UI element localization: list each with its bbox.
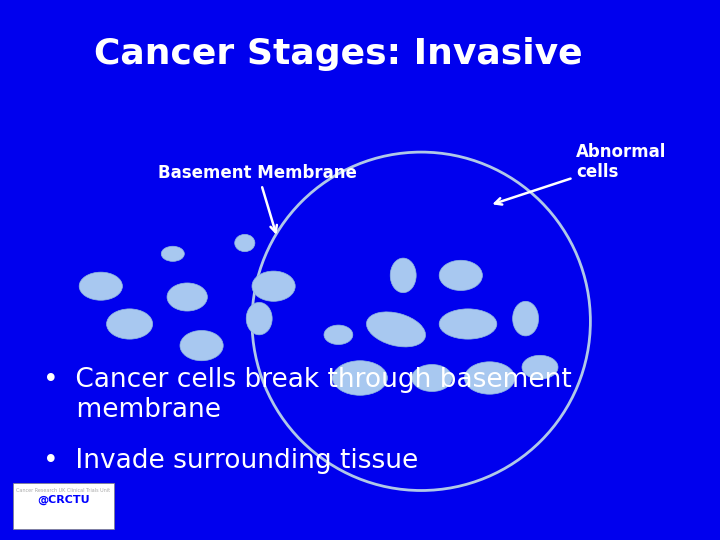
Ellipse shape [522, 355, 558, 379]
Ellipse shape [252, 271, 295, 301]
Ellipse shape [390, 258, 416, 293]
Text: •  Cancer cells break through basement
    membrane: • Cancer cells break through basement me… [43, 367, 572, 423]
Ellipse shape [79, 272, 122, 300]
Ellipse shape [235, 234, 255, 252]
Text: Cancer Stages: Invasive: Cancer Stages: Invasive [94, 37, 582, 71]
Ellipse shape [464, 362, 515, 394]
Text: Basement Membrane: Basement Membrane [158, 164, 357, 232]
Ellipse shape [180, 330, 223, 361]
Ellipse shape [246, 302, 272, 335]
Ellipse shape [324, 325, 353, 345]
Ellipse shape [513, 301, 539, 336]
Ellipse shape [366, 312, 426, 347]
Text: •  Invade surrounding tissue: • Invade surrounding tissue [43, 448, 418, 474]
Ellipse shape [161, 246, 184, 261]
Text: @CRCTU: @CRCTU [37, 494, 90, 505]
Ellipse shape [167, 283, 207, 311]
Ellipse shape [439, 260, 482, 291]
Ellipse shape [333, 361, 387, 395]
FancyBboxPatch shape [13, 483, 114, 529]
Ellipse shape [107, 309, 153, 339]
Text: Abnormal
cells: Abnormal cells [495, 143, 667, 205]
Ellipse shape [439, 309, 497, 339]
Text: Cancer Research UK Clinical Trials Unit: Cancer Research UK Clinical Trials Unit [17, 488, 110, 493]
Ellipse shape [412, 364, 452, 391]
